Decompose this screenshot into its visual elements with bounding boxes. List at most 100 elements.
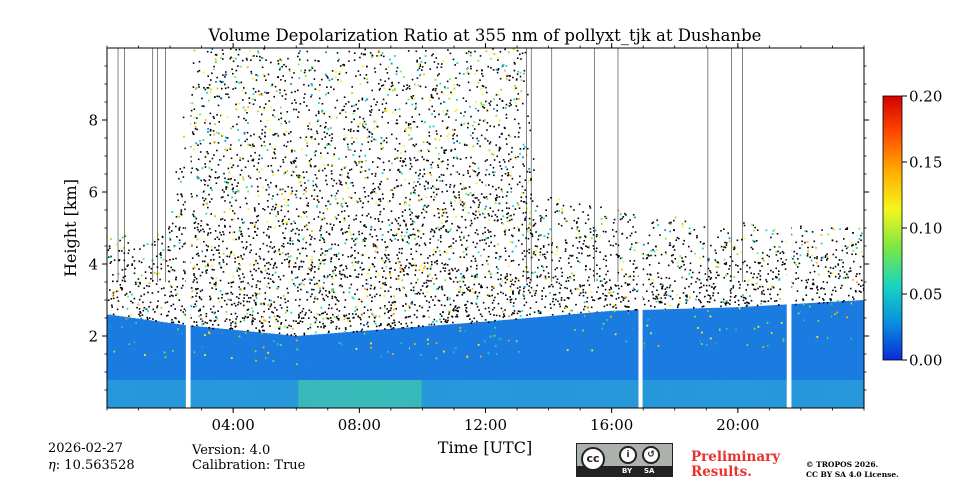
noise-pixel <box>411 223 414 225</box>
noise-pixel <box>422 315 425 318</box>
noise-pixel <box>510 151 513 153</box>
noise-pixel <box>338 327 341 330</box>
depol-pixel <box>281 193 283 195</box>
noise-pixel <box>319 211 321 214</box>
depol-pixel <box>400 152 402 154</box>
depol-pixel <box>318 168 321 171</box>
noise-pixel <box>381 103 384 105</box>
noise-pixel <box>480 286 482 289</box>
depol-pixel <box>487 263 489 265</box>
depol-pixel <box>474 302 477 305</box>
layer-column <box>597 311 602 408</box>
noise-pixel <box>479 213 481 216</box>
noise-pixel <box>182 311 185 313</box>
noise-pixel <box>339 270 341 273</box>
noise-pixel <box>399 160 402 162</box>
depol-pixel <box>549 292 551 294</box>
noise-pixel <box>526 314 528 316</box>
noise-pixel <box>198 231 201 233</box>
noise-pixel <box>432 53 434 55</box>
noise-pixel <box>725 244 728 246</box>
noise-pixel <box>589 231 592 233</box>
noise-pixel <box>291 272 293 274</box>
noise-pixel <box>318 291 321 294</box>
noise-pixel <box>698 271 701 274</box>
noise-pixel <box>711 286 713 288</box>
noise-pixel <box>379 210 382 213</box>
noise-pixel <box>194 236 197 238</box>
noise-pixel <box>430 323 433 326</box>
depol-pixel <box>500 88 503 91</box>
noise-pixel <box>260 120 262 122</box>
surface-layer <box>553 380 558 408</box>
noise-pixel <box>273 251 276 253</box>
depol-pixel <box>283 204 286 206</box>
noise-pixel <box>285 65 287 68</box>
layer-column <box>660 309 666 408</box>
noise-pixel <box>428 280 430 282</box>
noise-pixel <box>521 52 524 55</box>
noise-pixel <box>212 323 214 326</box>
noise-pixel <box>225 71 227 73</box>
noise-pixel <box>178 226 181 229</box>
depol-pixel <box>455 109 458 111</box>
noise-pixel <box>323 325 325 327</box>
noise-pixel <box>269 325 271 327</box>
noise-pixel <box>309 243 312 246</box>
noise-pixel <box>622 297 625 299</box>
noise-pixel <box>567 257 570 260</box>
surface-layer <box>489 380 495 408</box>
surface-layer <box>676 380 682 408</box>
layer-column <box>198 326 204 408</box>
noise-pixel <box>322 312 324 314</box>
noise-pixel <box>436 66 438 69</box>
noise-pixel <box>203 87 205 89</box>
depol-pixel <box>347 187 349 190</box>
noise-pixel <box>453 195 456 198</box>
noise-pixel <box>235 318 237 320</box>
noise-pixel <box>536 284 538 287</box>
noise-pixel <box>294 262 297 264</box>
noise-pixel <box>264 131 266 134</box>
noise-pixel <box>196 263 198 266</box>
depol-pixel <box>685 300 688 303</box>
noise-pixel <box>688 232 691 235</box>
noise-pixel <box>658 300 661 303</box>
noise-pixel <box>371 173 373 175</box>
noise-pixel <box>411 264 413 267</box>
noise-pixel <box>266 244 268 247</box>
noise-pixel <box>592 245 595 247</box>
noise-pixel <box>381 257 383 260</box>
layer-column <box>537 317 542 408</box>
depol-pixel <box>325 317 328 319</box>
noise-pixel <box>520 58 522 60</box>
noise-pixel <box>391 81 393 84</box>
noise-pixel <box>131 301 134 304</box>
noise-pixel <box>523 80 525 82</box>
noise-pixel <box>230 56 232 59</box>
noise-pixel <box>225 188 227 190</box>
depol-pixel <box>247 190 250 193</box>
noise-pixel <box>172 303 175 306</box>
noise-pixel <box>305 312 307 314</box>
noise-pixel <box>465 303 467 306</box>
noise-pixel <box>484 307 487 310</box>
noise-pixel <box>259 177 262 179</box>
noise-pixel <box>283 215 286 218</box>
noise-pixel <box>602 230 605 233</box>
noise-pixel <box>246 59 248 61</box>
noise-pixel <box>543 253 546 256</box>
layer-column <box>716 307 722 408</box>
noise-pixel <box>715 277 717 279</box>
noise-pixel <box>493 174 495 177</box>
depol-pixel <box>310 259 313 262</box>
noise-pixel <box>408 306 411 309</box>
noise-pixel <box>632 226 634 228</box>
noise-pixel <box>483 196 485 198</box>
surface-layer <box>577 380 582 408</box>
noise-pixel <box>447 159 449 161</box>
noise-pixel <box>455 77 457 79</box>
noise-pixel <box>407 316 410 318</box>
noise-pixel <box>400 157 402 159</box>
noise-pixel <box>655 245 657 248</box>
